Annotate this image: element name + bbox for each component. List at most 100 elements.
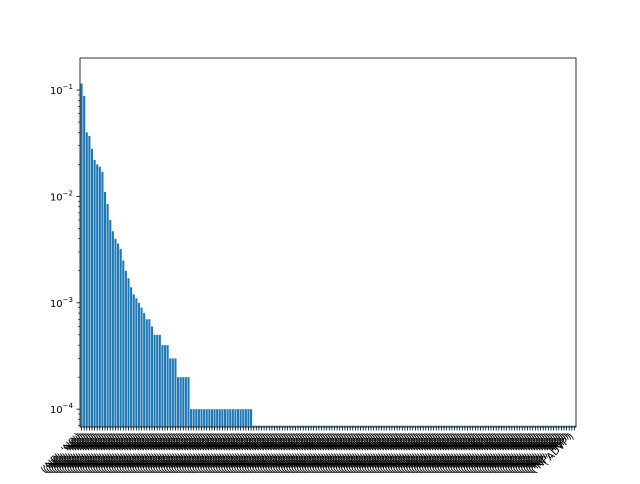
- y-tick-label: 10−4: [50, 402, 74, 416]
- bar: [343, 425, 346, 427]
- bar: [158, 334, 161, 427]
- bar: [169, 358, 172, 427]
- bar: [356, 425, 360, 427]
- bar: [502, 425, 506, 427]
- bar: [461, 425, 464, 427]
- bar: [153, 334, 156, 427]
- bar: [549, 425, 553, 427]
- bar: [177, 377, 180, 427]
- bar: [315, 425, 318, 427]
- bar: [229, 409, 232, 427]
- x-axis-tick-labels: ('NP', 'NP')('NP', 'NP')('NP', 'NP')('NP…: [39, 431, 577, 476]
- bar: [174, 358, 177, 427]
- y-axis: 10−1 10−2 10−3 10−4: [50, 83, 80, 426]
- bar: [80, 83, 83, 427]
- bar: [203, 409, 206, 427]
- bar: [236, 409, 240, 427]
- bar: [552, 425, 555, 427]
- bar: [367, 425, 370, 427]
- bar: [333, 425, 336, 427]
- bar: [414, 425, 417, 427]
- bar: [197, 409, 200, 427]
- bar: [510, 425, 513, 427]
- bar: [377, 425, 380, 427]
- bar: [192, 409, 195, 427]
- bar: [416, 425, 420, 427]
- bar: [244, 409, 247, 427]
- bar: [278, 425, 281, 427]
- bar: [221, 409, 224, 427]
- bar: [489, 425, 493, 427]
- bar: [429, 425, 433, 427]
- bar: [448, 425, 451, 427]
- plot-frame: [79, 57, 577, 428]
- bar: [302, 425, 305, 427]
- bar: [393, 425, 396, 427]
- bar: [542, 425, 545, 427]
- bar: [270, 425, 273, 427]
- bar: [513, 425, 516, 427]
- bar: [388, 425, 391, 427]
- bar: [573, 425, 576, 427]
- bar: [487, 425, 490, 427]
- bar: [161, 345, 164, 427]
- bar: [117, 243, 120, 427]
- bar: [516, 425, 519, 427]
- bar: [445, 425, 448, 427]
- bar: [463, 425, 466, 427]
- bar: [114, 238, 117, 427]
- bar: [536, 425, 539, 427]
- bar: [562, 425, 566, 427]
- bar: [231, 409, 234, 427]
- bar: [328, 425, 331, 427]
- bar: [375, 425, 378, 427]
- x-axis-ticks: [81, 427, 575, 431]
- bar: [163, 345, 167, 427]
- bar: [419, 425, 422, 427]
- bar: [534, 425, 537, 427]
- bar: [547, 425, 550, 427]
- bar: [450, 425, 453, 427]
- bar: [218, 409, 221, 427]
- bar: [568, 425, 571, 427]
- bar: [307, 425, 310, 427]
- bar: [268, 425, 271, 427]
- bar: [184, 377, 187, 427]
- bar: [276, 425, 279, 427]
- bar: [443, 425, 446, 427]
- bar: [492, 425, 495, 427]
- bar: [213, 409, 216, 427]
- bar: [210, 409, 213, 427]
- bar: [234, 409, 237, 427]
- bar: [338, 425, 341, 427]
- bar: [570, 425, 573, 427]
- bar: [250, 409, 253, 427]
- bar: [294, 425, 297, 427]
- bar: [406, 425, 409, 427]
- bar: [424, 425, 427, 427]
- bar: [354, 425, 357, 427]
- bar: [239, 409, 242, 427]
- bar: [90, 148, 94, 427]
- bar: [471, 425, 474, 427]
- bar: [122, 260, 125, 427]
- bar: [479, 425, 482, 427]
- bar: [156, 334, 159, 427]
- bar: [111, 231, 114, 427]
- bar: [260, 425, 263, 427]
- bar: [124, 270, 127, 427]
- bar: [364, 425, 367, 427]
- bar: [521, 425, 524, 427]
- bar: [560, 425, 563, 427]
- bar: [247, 409, 250, 427]
- bar: [205, 409, 208, 427]
- bar: [265, 425, 268, 427]
- bar: [565, 425, 568, 427]
- bar: [257, 425, 260, 427]
- bar: [182, 377, 185, 427]
- bar: [242, 409, 245, 427]
- bar: [109, 220, 112, 427]
- bar: [310, 425, 313, 427]
- bar: [469, 425, 472, 427]
- bar: [398, 425, 401, 427]
